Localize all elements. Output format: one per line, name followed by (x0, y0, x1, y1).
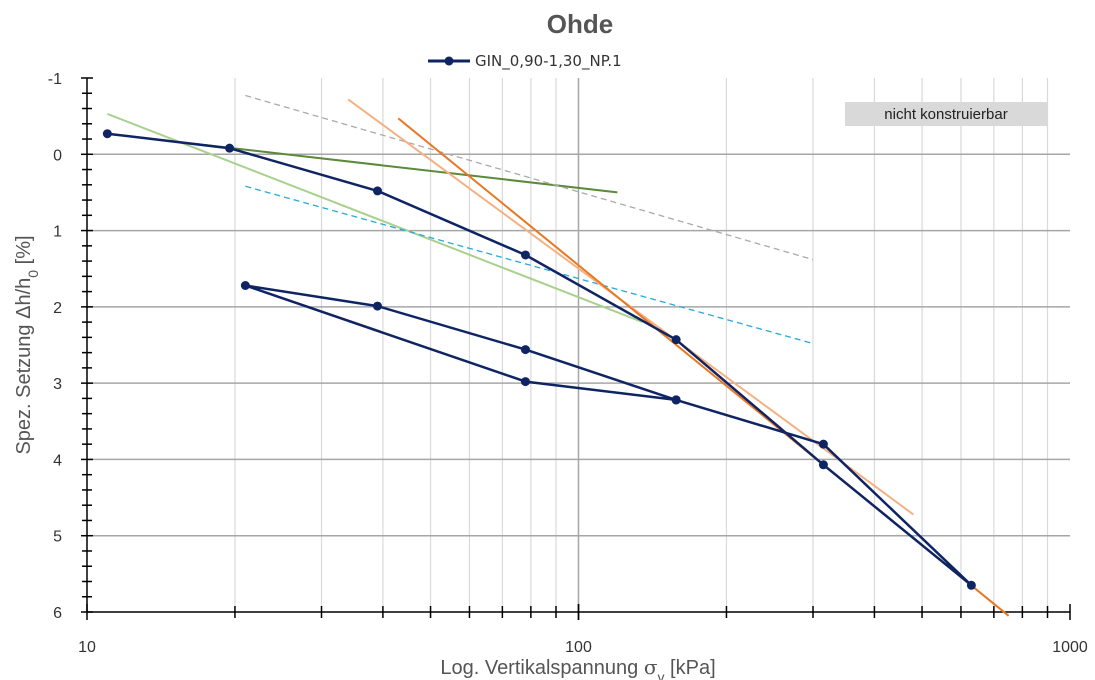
x-tick-label: 1000 (1052, 639, 1088, 656)
data-point (225, 143, 235, 153)
series-line-main (107, 132, 973, 587)
y-tick-label: 5 (53, 529, 62, 546)
tick-labels: 10 100 1000 -1 0 1 2 3 4 5 6 (48, 71, 1088, 656)
annotation: nicht konstruierbar (845, 102, 1048, 126)
y-tick-label: 6 (53, 605, 62, 622)
axes (81, 77, 1071, 620)
x-tick-label: 10 (78, 639, 96, 656)
y-tick-label: -1 (48, 71, 62, 88)
y-tick-label: 3 (53, 376, 62, 393)
data-point (102, 129, 112, 139)
data-point (520, 250, 530, 260)
data-point (373, 186, 383, 196)
data-point (671, 395, 681, 405)
construction-line-3 (245, 94, 814, 261)
annotation-text: nicht konstruierbar (884, 106, 1007, 123)
legend: GIN_0,90-1,30_NP.1 (428, 52, 622, 71)
y-tick-label: 1 (53, 224, 62, 241)
x-tick-label: 100 (565, 639, 592, 656)
data-point (818, 460, 828, 470)
y-axis-title: Spez. Setzung Δh/h0 [%] (13, 235, 41, 454)
y-tick-label: 2 (53, 300, 62, 317)
legend-marker (444, 56, 454, 66)
construction-line-2 (106, 112, 643, 324)
data-point (373, 301, 383, 311)
y-tick-label: 4 (53, 452, 62, 469)
data-point (818, 439, 828, 449)
construction-line-4 (245, 185, 814, 345)
chart-title: Ohde (547, 9, 613, 39)
grid (87, 78, 1070, 612)
data-point (520, 377, 530, 387)
y-tick-label: 0 (53, 147, 62, 164)
data-point (966, 580, 976, 590)
legend-label: GIN_0,90-1,30_NP.1 (475, 52, 622, 71)
data-point (520, 345, 530, 355)
x-axis-title: Log. Vertikalspannung σv [kPa] (440, 655, 715, 680)
annotation-box (845, 102, 1048, 126)
data-point (240, 280, 250, 290)
data-point (671, 335, 681, 345)
series-layer (102, 94, 1010, 617)
